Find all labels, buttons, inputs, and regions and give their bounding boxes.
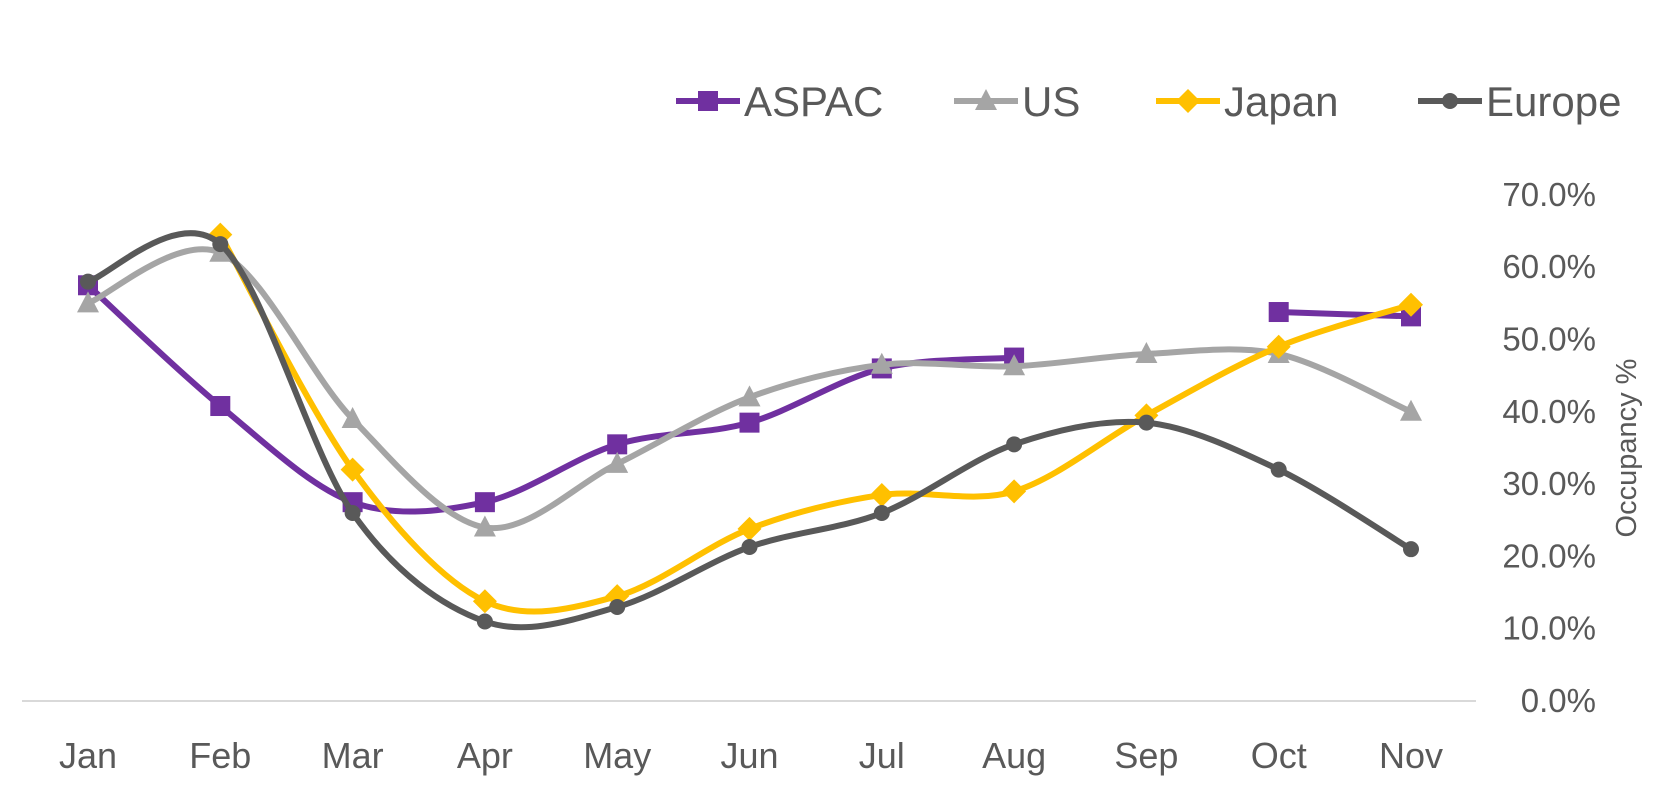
legend-item-europe: Europe <box>1418 78 1621 125</box>
x-tick-label: Nov <box>1379 735 1443 776</box>
data-point-us <box>738 385 761 407</box>
data-point-us <box>77 291 99 313</box>
series-group <box>77 222 1423 631</box>
series-us <box>77 240 1422 537</box>
legend-marker <box>1176 89 1200 113</box>
data-point-japan <box>472 589 497 614</box>
data-point-japan <box>1399 292 1423 317</box>
data-point-aspac <box>474 492 495 513</box>
x-tick-label: Mar <box>322 735 384 776</box>
data-point-aspac <box>1268 302 1289 323</box>
x-axis-ticks: Jan Feb Mar Apr May Jun Jul Aug Sep Oct Nov <box>59 735 1443 776</box>
x-tick-label: Jun <box>720 735 778 776</box>
x-tick-label: Feb <box>189 735 251 776</box>
legend-marker <box>698 91 718 111</box>
data-point-europe <box>212 236 229 253</box>
data-point-europe <box>1403 541 1419 558</box>
legend-label: ASPAC <box>744 78 883 125</box>
legend-marker <box>1442 93 1458 109</box>
legend-label: Europe <box>1486 78 1621 125</box>
data-point-japan <box>869 482 894 507</box>
legend-item-aspac: ASPAC <box>676 78 883 125</box>
data-point-europe <box>741 539 758 556</box>
legend-item-japan: Japan <box>1156 78 1338 125</box>
data-point-us <box>341 407 364 429</box>
legend-label: US <box>1022 78 1080 125</box>
y-axis-ticks: 0.0% 10.0% 20.0% 30.0% 40.0% 50.0% 60.0% 70.0% <box>1502 176 1596 719</box>
y-tick-label: 50.0% <box>1502 321 1596 358</box>
data-point-europe <box>609 599 626 616</box>
data-point-us <box>1003 354 1026 376</box>
legend-label: Japan <box>1224 78 1338 125</box>
x-tick-label: Sep <box>1114 735 1178 776</box>
data-point-us <box>1400 399 1422 421</box>
data-point-japan <box>737 516 762 541</box>
y-tick-label: 60.0% <box>1502 248 1596 285</box>
data-point-us <box>606 451 629 473</box>
data-point-europe <box>1138 414 1155 431</box>
x-tick-label: May <box>583 735 651 776</box>
y-tick-label: 10.0% <box>1502 610 1596 647</box>
y-axis-title: Occupancy % <box>1611 359 1643 538</box>
x-tick-label: Aug <box>982 735 1046 776</box>
series-line-us <box>85 246 1414 532</box>
data-point-europe <box>1006 436 1023 453</box>
x-tick-label: Oct <box>1251 735 1307 776</box>
data-point-aspac <box>607 434 628 455</box>
y-tick-label: 20.0% <box>1502 537 1596 574</box>
data-point-aspac <box>210 396 231 417</box>
x-tick-label: Jul <box>859 735 905 776</box>
x-tick-label: Jan <box>59 735 117 776</box>
data-point-us <box>473 515 496 537</box>
data-point-us <box>870 352 893 374</box>
y-tick-label: 40.0% <box>1502 393 1596 430</box>
data-point-japan <box>1002 479 1027 504</box>
series-line-europe <box>85 230 1414 631</box>
x-tick-label: Apr <box>457 735 513 776</box>
y-tick-label: 0.0% <box>1521 682 1596 719</box>
data-point-japan <box>1266 334 1291 359</box>
series-europe <box>80 230 1419 631</box>
series-line-japan <box>217 231 1414 615</box>
y-tick-label: 30.0% <box>1502 465 1596 502</box>
data-point-us <box>1135 341 1158 363</box>
legend-marker <box>975 89 997 110</box>
data-point-europe <box>80 273 96 290</box>
data-point-europe <box>1270 461 1287 478</box>
data-point-europe <box>344 505 361 522</box>
data-point-europe <box>476 613 493 630</box>
y-tick-label: 70.0% <box>1502 176 1596 213</box>
chart-legend: ASPAC US Japan Europe <box>676 78 1621 125</box>
data-point-europe <box>873 505 890 522</box>
legend-item-us: US <box>954 78 1080 125</box>
data-point-japan <box>340 457 365 482</box>
data-point-aspac <box>739 412 760 433</box>
